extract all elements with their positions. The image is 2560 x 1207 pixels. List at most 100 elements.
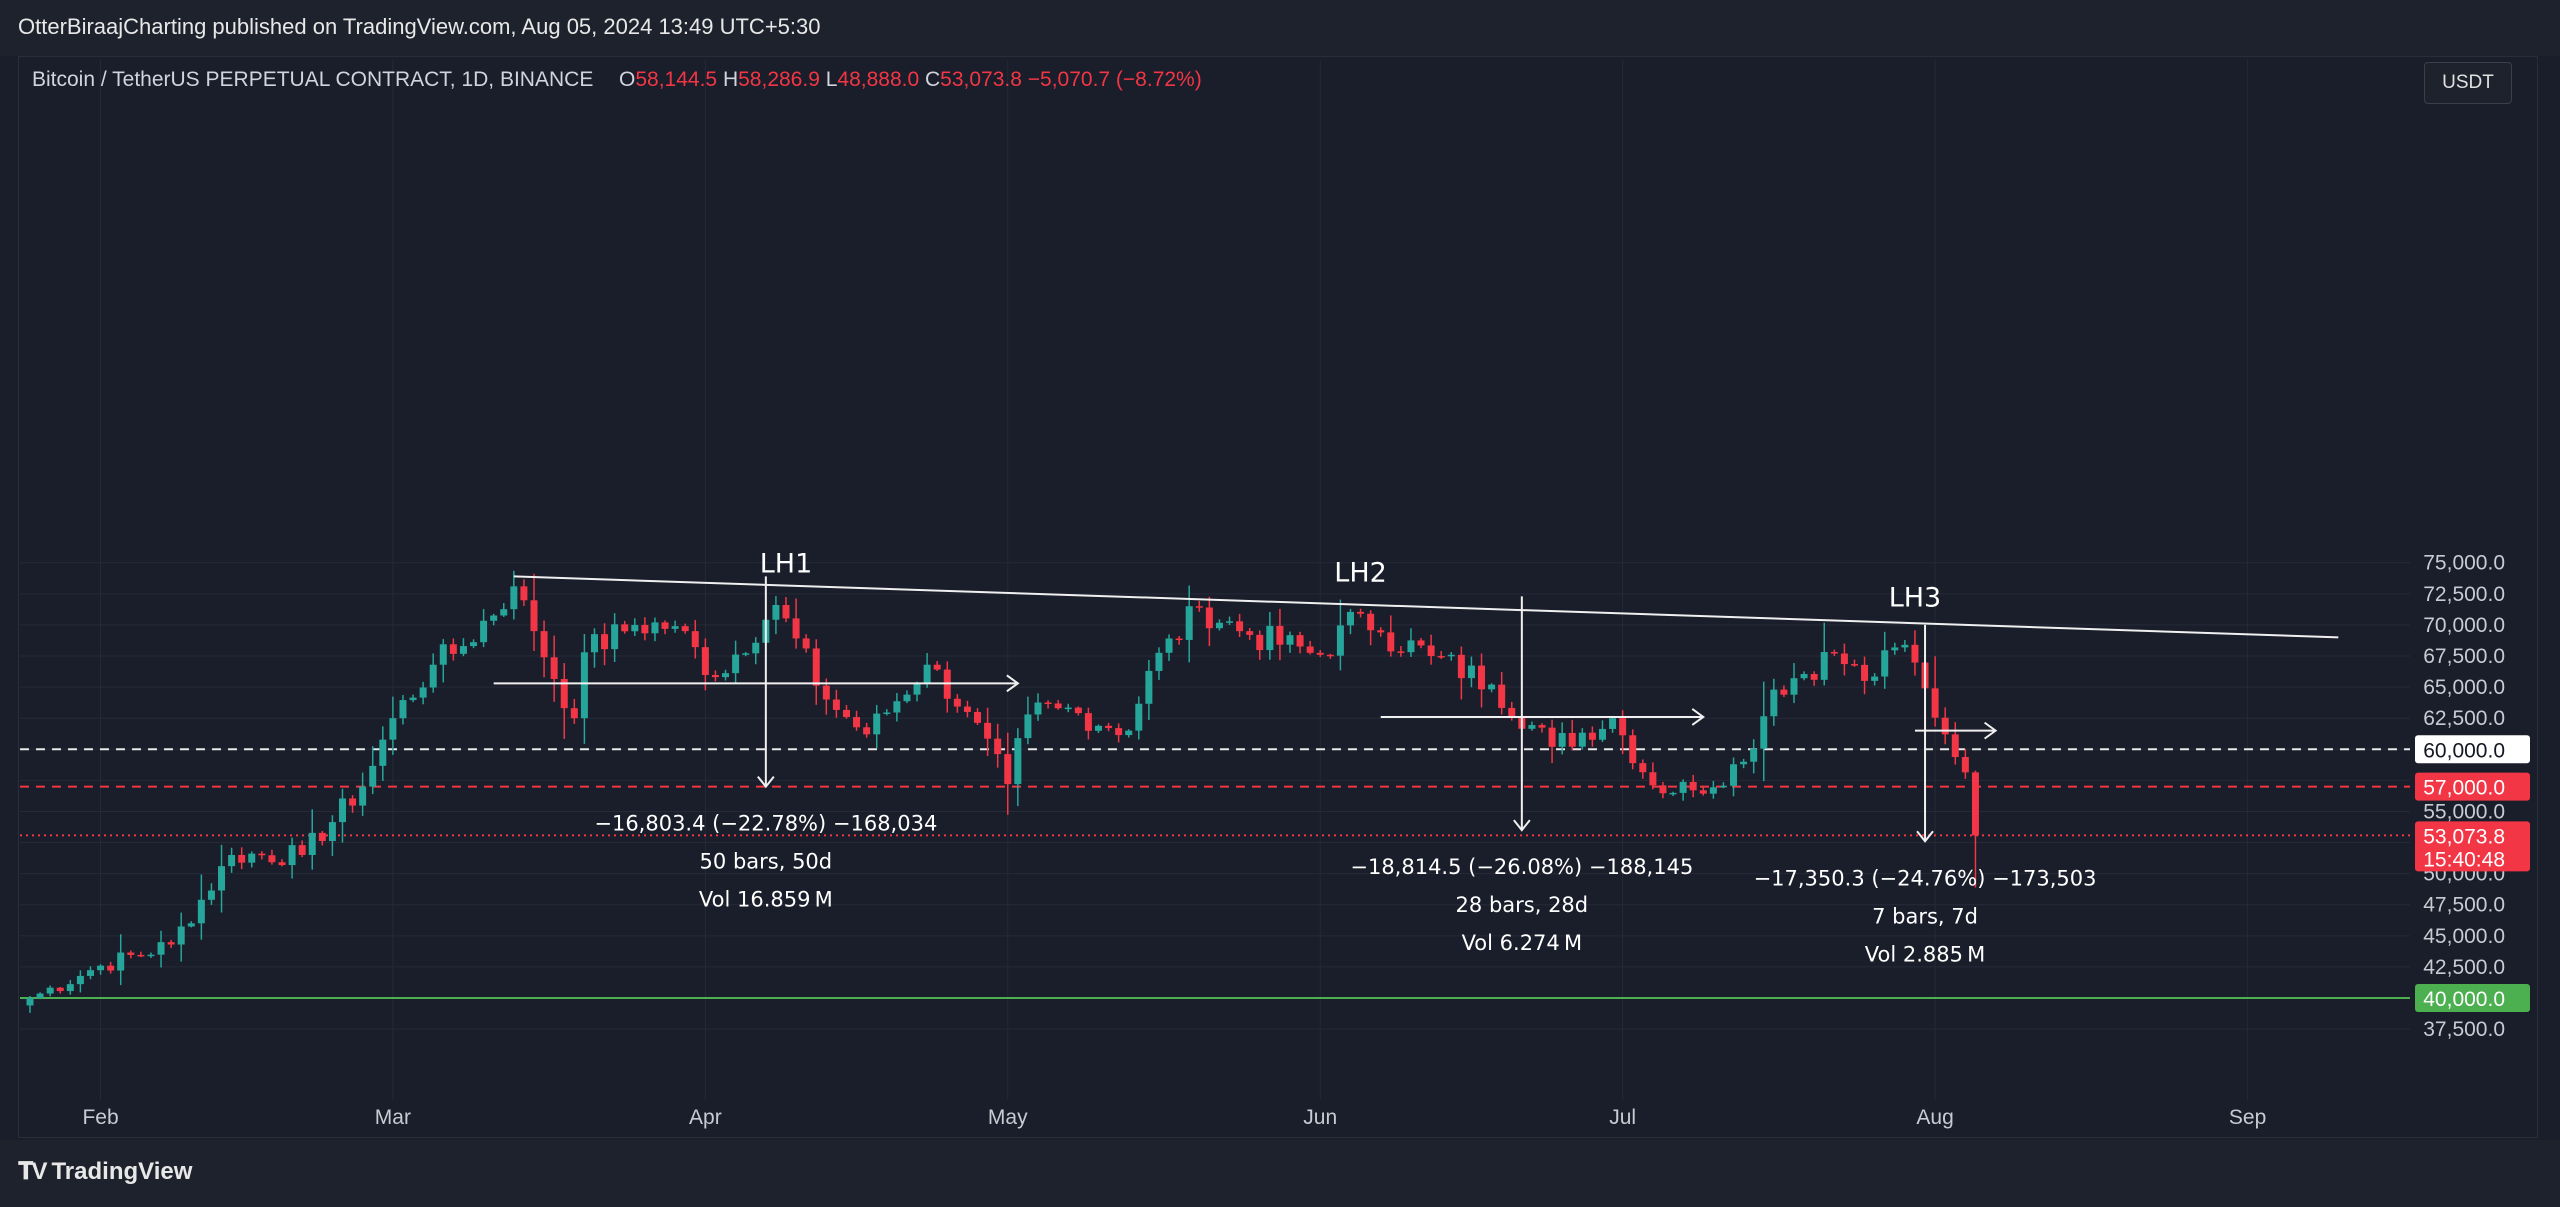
measure-label: 7 bars, 7d bbox=[1872, 904, 1978, 928]
candle bbox=[1669, 791, 1677, 796]
candle-body bbox=[1447, 654, 1455, 657]
candle bbox=[1770, 678, 1778, 726]
candle bbox=[953, 694, 961, 713]
candle bbox=[661, 620, 669, 635]
tradingview-logo[interactable]: 𝐓V TradingView bbox=[18, 1158, 192, 1186]
candle bbox=[1699, 785, 1707, 796]
candle-body bbox=[1911, 644, 1919, 663]
measure-tool-1[interactable]: −16,803.4 (−22.78%) −168,034 50 bars, 50d… bbox=[493, 576, 1020, 912]
candle-body bbox=[399, 700, 407, 719]
candle-body bbox=[1649, 772, 1657, 786]
candle bbox=[1719, 782, 1727, 789]
measure-label: 50 bars, 50d bbox=[700, 850, 833, 874]
candle-body bbox=[1437, 656, 1445, 658]
change-value: −5,070.7 (−8.72%) bbox=[1027, 68, 1202, 91]
measure-label: Vol 2.885 M bbox=[1865, 942, 1986, 966]
candle bbox=[520, 579, 528, 606]
price-label: 57,000.0 bbox=[2423, 777, 2505, 800]
candle bbox=[681, 623, 689, 634]
candle-body bbox=[1457, 654, 1465, 679]
candle bbox=[893, 693, 901, 722]
candle-body bbox=[1014, 738, 1022, 785]
candle-body bbox=[369, 765, 377, 787]
candle-body bbox=[1760, 716, 1768, 749]
y-tick-label: 70,000.0 bbox=[2423, 614, 2505, 637]
candle bbox=[752, 637, 760, 665]
candle-body bbox=[97, 965, 105, 971]
price-label-bg bbox=[2415, 984, 2530, 1012]
tradingview-mark-icon: 𝐓V bbox=[18, 1158, 48, 1185]
candle bbox=[943, 661, 951, 713]
candle bbox=[792, 598, 800, 649]
candle-body bbox=[187, 923, 195, 927]
candle-body bbox=[1387, 632, 1395, 652]
candle-body bbox=[1074, 707, 1082, 714]
measure-tool-3[interactable]: −17,350.3 (−24.76%) −173,503 7 bars, 7d Vo… bbox=[1754, 624, 2097, 966]
candle-body bbox=[127, 952, 135, 955]
candle bbox=[1528, 721, 1536, 731]
candle bbox=[691, 619, 699, 659]
measure-tool-2[interactable]: −18,814.5 (−26.08%) −188,145 28 bars, 28d… bbox=[1350, 596, 1705, 955]
candle bbox=[1548, 719, 1556, 764]
candle-body bbox=[1790, 678, 1798, 695]
candle bbox=[439, 639, 447, 683]
footer-bar bbox=[0, 1140, 2560, 1207]
candle bbox=[1478, 653, 1486, 708]
candle bbox=[1659, 781, 1667, 799]
candle bbox=[1931, 656, 1939, 727]
candle-body bbox=[1054, 703, 1062, 709]
candle bbox=[1629, 729, 1637, 770]
candle bbox=[76, 970, 84, 993]
candle-body bbox=[1881, 650, 1889, 677]
candle-body bbox=[1861, 664, 1869, 681]
candle-body bbox=[419, 687, 427, 698]
candle bbox=[560, 663, 568, 739]
candle-body bbox=[1780, 689, 1788, 695]
candle bbox=[1316, 650, 1324, 658]
candle-body bbox=[1145, 670, 1153, 704]
candle bbox=[1498, 671, 1506, 715]
candle-body bbox=[349, 798, 357, 806]
candle-body bbox=[883, 712, 891, 714]
candle bbox=[470, 639, 478, 649]
arrow-down-icon bbox=[1916, 830, 1934, 843]
candle bbox=[1457, 646, 1465, 700]
candle bbox=[1467, 656, 1475, 688]
candle-body bbox=[36, 993, 44, 998]
resistance-trendline[interactable] bbox=[513, 575, 2339, 639]
arrow-down-icon bbox=[1513, 819, 1531, 832]
candle bbox=[1830, 649, 1838, 656]
candle bbox=[500, 603, 508, 617]
candle bbox=[218, 844, 226, 913]
candle bbox=[288, 837, 296, 879]
candle bbox=[742, 651, 750, 657]
y-tick-label: 37,500.0 bbox=[2423, 1018, 2505, 1041]
candle-body bbox=[1195, 606, 1203, 608]
candle bbox=[1689, 774, 1697, 798]
candle-body bbox=[1679, 781, 1687, 793]
close-value: 53,073.8 bbox=[940, 68, 1022, 91]
candle-body bbox=[842, 709, 850, 718]
candle bbox=[207, 883, 215, 905]
price-label: 60,000.0 bbox=[2423, 739, 2505, 762]
candle-body bbox=[1558, 732, 1566, 747]
candle bbox=[26, 995, 34, 1013]
candle bbox=[238, 847, 246, 870]
candle bbox=[1417, 638, 1425, 649]
candle-body bbox=[137, 954, 145, 957]
candle-body bbox=[1951, 734, 1959, 758]
candle-body bbox=[1155, 652, 1163, 671]
candle-body bbox=[1266, 625, 1274, 651]
currency-button[interactable]: USDT bbox=[2424, 62, 2512, 104]
candle-body bbox=[1105, 725, 1113, 729]
candle-body bbox=[520, 586, 528, 601]
candle-body bbox=[742, 653, 750, 655]
candle bbox=[1236, 613, 1244, 637]
candle bbox=[822, 678, 830, 715]
candle-body bbox=[1367, 613, 1375, 631]
candle-body bbox=[631, 624, 639, 632]
price-label: 53,073.8 bbox=[2423, 825, 2505, 848]
candle-body bbox=[1740, 761, 1748, 765]
y-tick-label: 62,500.0 bbox=[2423, 707, 2505, 730]
